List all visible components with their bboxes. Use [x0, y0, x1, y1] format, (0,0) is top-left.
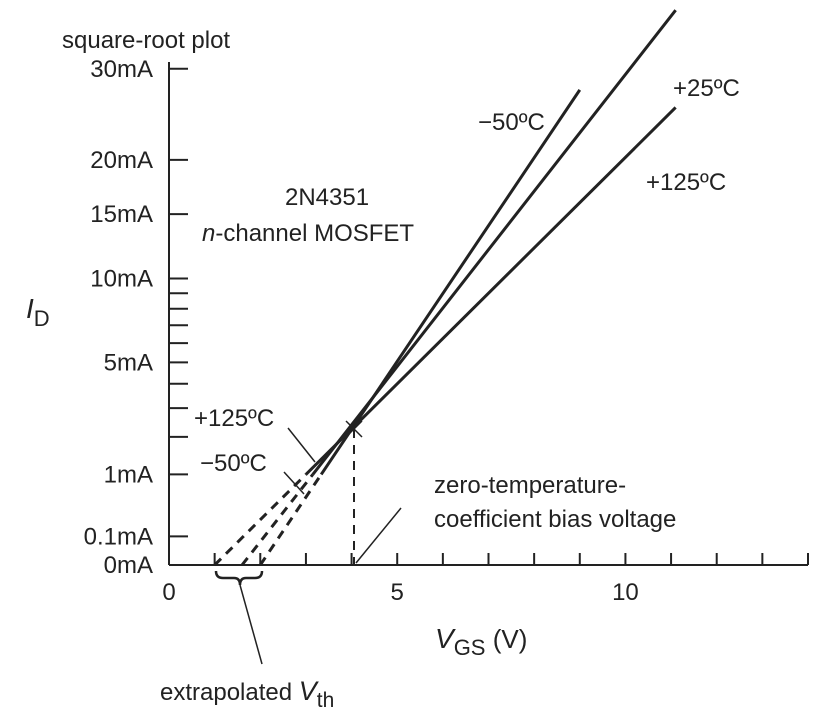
series-layer: [213, 9, 677, 567]
leader-neg50-low: [283, 471, 305, 495]
y-axis-label-sub: D: [34, 306, 50, 331]
vth-brace: [214, 570, 264, 586]
y-tick-label: 15mA: [90, 201, 153, 228]
y-tick-label: 1mA: [104, 461, 153, 488]
label-pos125-top: +125ºC: [646, 169, 726, 196]
vth-label-v: V: [299, 676, 320, 706]
device-type: n-channel MOSFET: [202, 220, 414, 247]
x-axis-label-sub: GS: [454, 635, 486, 660]
leader-pos125-low: [287, 427, 316, 463]
vth-label-sub: th: [317, 689, 335, 712]
ztc-label-line2: coefficient bias voltage: [434, 506, 676, 533]
y-tick-label: 0.1mA: [84, 523, 153, 550]
label-neg50-top: −50ºC: [478, 109, 545, 136]
series-line-2: [304, 106, 677, 476]
chart-title: square-root plot: [62, 27, 230, 54]
x-ticks: 0 5 10: [162, 553, 809, 606]
x-axis-label: VGS (V): [435, 623, 527, 660]
ztc-leader: [355, 507, 402, 564]
y-tick-label: 30mA: [90, 56, 153, 83]
vth-leader: [239, 584, 263, 665]
y-tick-label: 5mA: [104, 349, 153, 376]
y-axis-label: ID: [26, 293, 50, 331]
device-name: 2N4351: [285, 184, 369, 211]
label-pos25-top: +25ºC: [673, 75, 740, 102]
vth-label: extrapolated Vth: [160, 676, 334, 712]
series-line-1: [311, 9, 677, 476]
x-axis-label-main: V: [435, 623, 456, 654]
x-axis-label-unit: (V): [485, 624, 527, 654]
y-axis-label-main: I: [26, 293, 34, 324]
x-tick-label: 0: [162, 579, 175, 606]
y-tick-label: 0mA: [104, 552, 153, 579]
label-neg50-low: −50ºC: [200, 450, 267, 477]
y-tick-label: 10mA: [90, 265, 153, 292]
vth-label-text: extrapolated: [160, 679, 299, 706]
crossover-marker: [345, 420, 363, 565]
ztc-label-line1: zero-temperature-: [434, 472, 626, 499]
label-pos125-low: +125ºC: [194, 405, 274, 432]
device-type-rest: -channel MOSFET: [215, 220, 414, 247]
device-type-n: n: [202, 220, 215, 247]
series-extrapolation-1: [240, 473, 315, 566]
series-extrapolation-2: [213, 473, 307, 567]
x-tick-label: 5: [391, 579, 404, 606]
x-tick-label: 10: [612, 579, 639, 606]
series-extrapolation-0: [259, 473, 323, 566]
y-tick-label: 20mA: [90, 147, 153, 174]
series-line-0: [319, 89, 582, 476]
